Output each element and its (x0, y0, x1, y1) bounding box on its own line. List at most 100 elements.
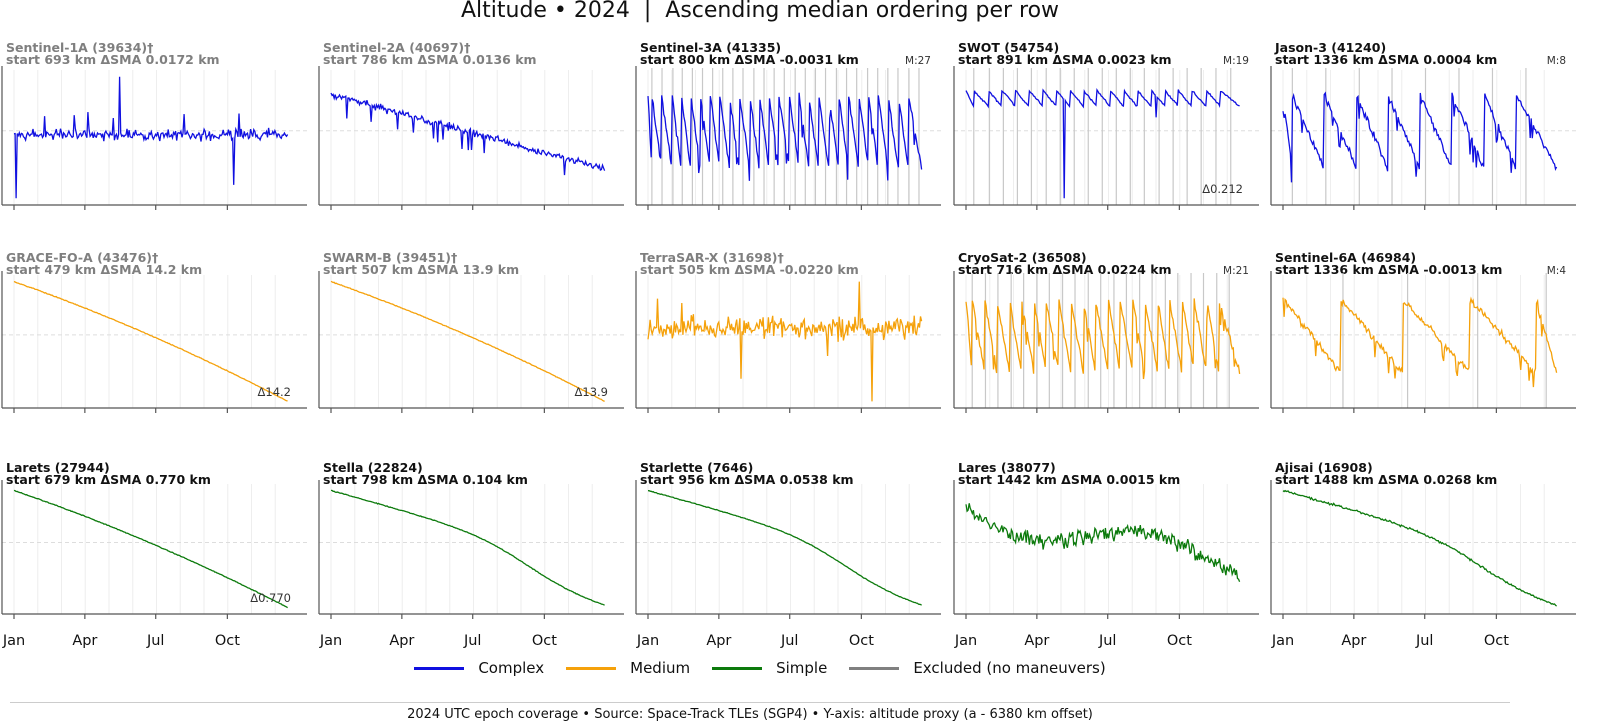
panel-sentinel-3a-41335: Sentinel-3A (41335)start 800 km ΔSMA -0.… (635, 40, 941, 210)
panel-title: Larets (27944) (6, 460, 110, 475)
series-line (1282, 489, 1558, 607)
series-line (330, 280, 605, 402)
x-tick-label: Jan (319, 633, 342, 649)
panel-subtitle: start 1488 km ΔSMA 0.0268 km (1275, 472, 1497, 487)
x-tick-label: Apr (1024, 633, 1049, 649)
panel-terrasar-x-31698: TerraSAR-X (31698)†start 505 km ΔSMA -0.… (635, 250, 941, 413)
series-line (965, 88, 1240, 199)
series-line (965, 503, 1241, 582)
maneuver-count: M:4 (1547, 265, 1567, 277)
panel-lares-38077: Lares (38077)start 1442 km ΔSMA 0.0015 k… (953, 460, 1259, 649)
legend-swatch (849, 666, 900, 670)
maneuver-count: M:27 (905, 55, 931, 67)
series-line (330, 92, 606, 176)
panel-title: SWARM-B (39451)† (323, 250, 457, 265)
x-tick-label: Oct (849, 633, 874, 649)
series-line (330, 489, 605, 606)
x-tick-label: Apr (389, 633, 414, 649)
panel-subtitle: start 479 km ΔSMA 14.2 km (6, 262, 202, 277)
x-tick-label: Oct (532, 633, 557, 649)
panel-subtitle: start 891 km ΔSMA 0.0023 km (958, 52, 1172, 67)
x-tick-label: Jul (146, 633, 165, 649)
x-tick-label: Jan (636, 633, 659, 649)
panel-title: SWOT (54754) (958, 40, 1059, 55)
legend-label: Medium (630, 659, 691, 677)
maneuver-count: M:21 (1223, 265, 1249, 277)
x-tick-label: Jul (463, 633, 482, 649)
chart-grid: Sentinel-1A (39634)†start 693 km ΔSMA 0.… (1, 40, 1576, 649)
series-line (1282, 296, 1558, 388)
panel-title: Starlette (7646) (640, 460, 753, 475)
panel-subtitle: start 1336 km ΔSMA 0.0004 km (1275, 52, 1497, 67)
legend-item-excluded-no-maneuvers: Excluded (no maneuvers) (849, 658, 1106, 678)
legend-label: Complex (478, 659, 545, 677)
legend-label: Excluded (no maneuvers) (913, 659, 1106, 677)
series-line (13, 76, 289, 199)
x-tick-label: Apr (706, 633, 731, 649)
legend-item-simple: Simple (712, 658, 827, 678)
series-line (13, 280, 288, 402)
legend-item-medium: Medium (566, 658, 690, 678)
panel-subtitle: start 693 km ΔSMA 0.0172 km (6, 52, 220, 67)
delta-annotation: Δ14.2 (258, 385, 291, 399)
panel-larets-27944: Larets (27944)start 679 km ΔSMA 0.770 km… (1, 460, 307, 649)
panel-title: CryoSat-2 (36508) (958, 250, 1087, 265)
x-tick-label: Oct (1167, 633, 1192, 649)
x-tick-label: Oct (215, 633, 240, 649)
legend-item-complex: Complex (414, 658, 544, 678)
panel-subtitle: start 800 km ΔSMA -0.0031 km (640, 52, 859, 67)
legend-swatch (566, 666, 617, 670)
panel-grace-fo-a-43476: GRACE-FO-A (43476)†start 479 km ΔSMA 14.… (1, 250, 307, 413)
panel-title: Jason-3 (41240) (1274, 40, 1386, 55)
x-tick-label: Apr (72, 633, 97, 649)
panel-subtitle: start 679 km ΔSMA 0.770 km (6, 472, 211, 487)
footer-divider (10, 702, 1510, 703)
panel-ajisai-16908: Ajisai (16908)start 1488 km ΔSMA 0.0268 … (1270, 460, 1576, 649)
legend-swatch (712, 666, 763, 670)
x-tick-label: Jan (1271, 633, 1294, 649)
legend-swatch (414, 666, 465, 670)
x-tick-label: Jan (2, 633, 25, 649)
panel-subtitle: start 786 km ΔSMA 0.0136 km (323, 52, 537, 67)
series-line (1282, 91, 1558, 183)
panel-sentinel-2a-40697: Sentinel-2A (40697)†start 786 km ΔSMA 0.… (318, 40, 624, 210)
panel-cryosat-2-36508: CryoSat-2 (36508)start 716 km ΔSMA 0.022… (953, 250, 1259, 413)
panel-jason-3-41240: Jason-3 (41240)start 1336 km ΔSMA 0.0004… (1270, 40, 1576, 210)
panel-subtitle: start 505 km ΔSMA -0.0220 km (640, 262, 859, 277)
panel-stella-22824: Stella (22824)start 798 km ΔSMA 0.104 km… (318, 460, 624, 649)
x-tick-label: Apr (1341, 633, 1366, 649)
x-tick-label: Jul (1098, 633, 1117, 649)
panel-subtitle: start 798 km ΔSMA 0.104 km (323, 472, 528, 487)
panel-title: GRACE-FO-A (43476)† (6, 250, 158, 265)
delta-annotation: Δ0.212 (1202, 182, 1243, 196)
panel-starlette-7646: Starlette (7646)start 956 km ΔSMA 0.0538… (635, 460, 941, 649)
panel-title: Sentinel-6A (46984) (1275, 250, 1416, 265)
x-tick-label: Oct (1484, 633, 1509, 649)
x-tick-label: Jul (780, 633, 799, 649)
panel-title: Sentinel-1A (39634)† (6, 40, 153, 55)
x-tick-label: Jul (1415, 633, 1434, 649)
panel-sentinel-6a-46984: Sentinel-6A (46984)start 1336 km ΔSMA -0… (1270, 250, 1576, 413)
panel-swarm-b-39451: SWARM-B (39451)†start 507 km ΔSMA 13.9 k… (318, 250, 624, 413)
series-line (965, 298, 1241, 380)
footnote: 2024 UTC epoch coverage • Source: Space-… (407, 707, 1093, 722)
panel-title: Sentinel-3A (41335) (640, 40, 781, 55)
legend: Complex Medium Simple Excluded (no maneuver… (0, 658, 1520, 678)
panel-subtitle: start 1442 km ΔSMA 0.0015 km (958, 472, 1180, 487)
delta-annotation: Δ0.770 (250, 591, 291, 605)
panel-subtitle: start 956 km ΔSMA 0.0538 km (640, 472, 854, 487)
x-tick-label: Jan (954, 633, 977, 649)
panel-title: Ajisai (16908) (1275, 460, 1373, 475)
series-line (647, 92, 923, 181)
panel-title: Stella (22824) (323, 460, 423, 475)
delta-annotation: Δ13.9 (575, 385, 608, 399)
maneuver-count: M:19 (1223, 55, 1249, 67)
panel-swot-54754: SWOT (54754)start 891 km ΔSMA 0.0023 km M… (953, 40, 1259, 210)
maneuver-count: M:8 (1547, 55, 1566, 67)
series-line (647, 281, 923, 402)
panel-title: TerraSAR-X (31698)† (640, 250, 784, 265)
panel-title: Sentinel-2A (40697)† (323, 40, 470, 55)
panel-sentinel-1a-39634: Sentinel-1A (39634)†start 693 km ΔSMA 0.… (1, 40, 307, 210)
series-line (648, 490, 922, 606)
panel-subtitle: start 507 km ΔSMA 13.9 km (323, 262, 519, 277)
